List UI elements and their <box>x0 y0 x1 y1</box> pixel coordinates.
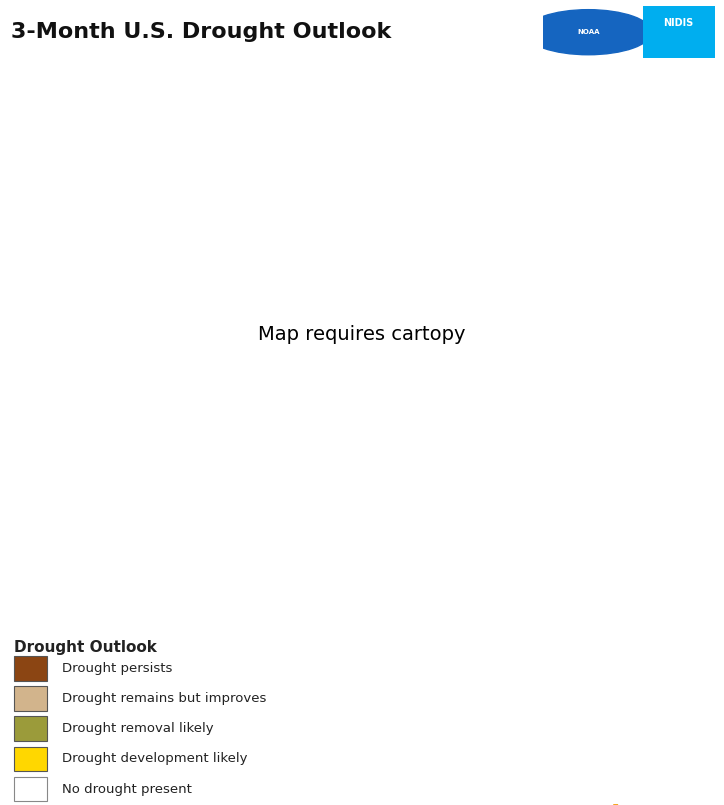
FancyBboxPatch shape <box>14 687 47 711</box>
Text: No drought present: No drought present <box>62 782 191 795</box>
FancyBboxPatch shape <box>14 656 47 681</box>
Circle shape <box>525 10 652 55</box>
FancyBboxPatch shape <box>643 6 715 58</box>
Text: Drought persists: Drought persists <box>62 663 172 675</box>
Text: Map requires cartopy: Map requires cartopy <box>258 324 466 344</box>
Text: 3-Month U.S. Drought Outlook: 3-Month U.S. Drought Outlook <box>11 23 391 42</box>
Text: NOAA: NOAA <box>577 29 599 35</box>
Text: Drought removal likely: Drought removal likely <box>62 722 213 735</box>
Text: Drought Outlook: Drought Outlook <box>14 640 157 655</box>
Text: NIDIS: NIDIS <box>664 18 694 27</box>
FancyBboxPatch shape <box>14 777 47 802</box>
FancyBboxPatch shape <box>14 746 47 771</box>
FancyBboxPatch shape <box>14 716 47 741</box>
Text: Drought.gov: Drought.gov <box>513 803 710 805</box>
Text: Drought development likely: Drought development likely <box>62 753 247 766</box>
Text: Drought remains but improves: Drought remains but improves <box>62 692 266 705</box>
